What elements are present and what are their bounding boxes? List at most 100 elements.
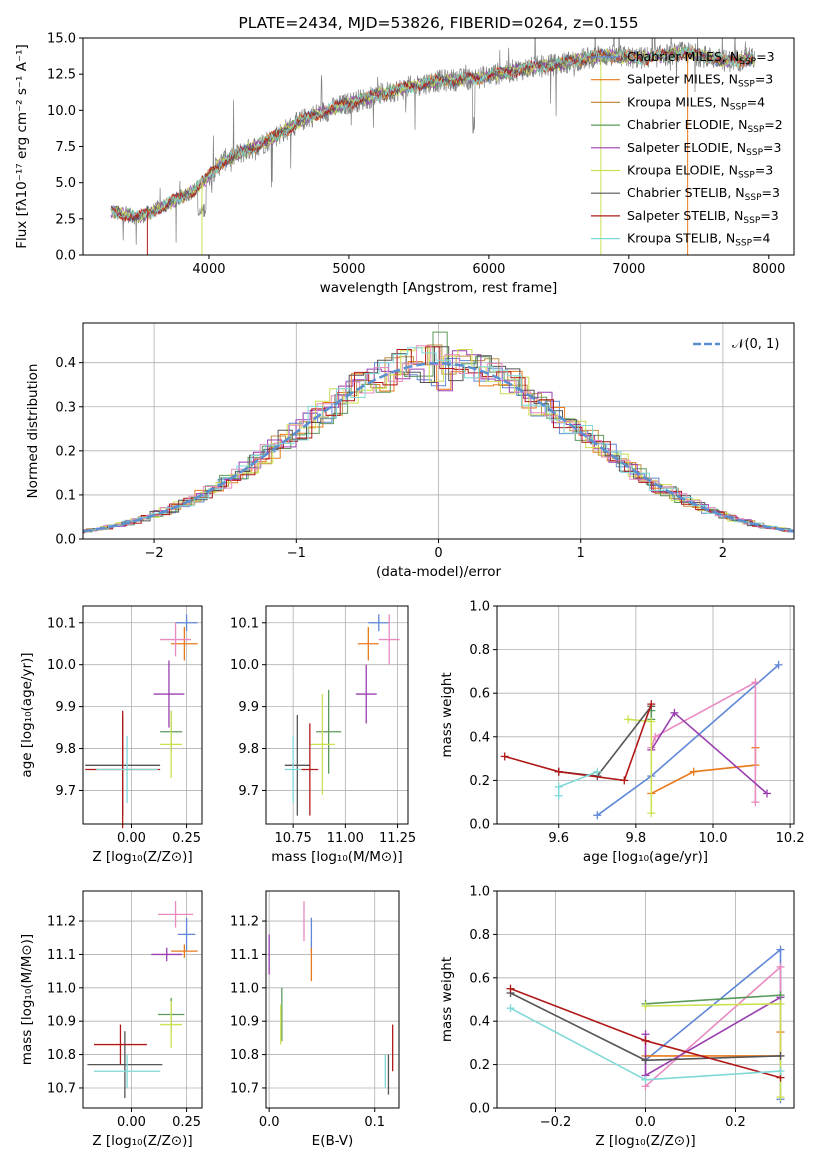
z_mass-frame (82, 890, 203, 1109)
y-tick-label: 10.0 (47, 104, 76, 119)
z_age-axes: 0.00 0.25 9.7 9.8 9.9 10.0 10.1 Z [log₁₀(Z/Z⊙)]… (19, 606, 202, 865)
y-axis-label: Flux [fλ10⁻¹⁷ erg cm⁻² s⁻¹ A⁻¹] (14, 44, 30, 249)
y-tick-label: 0.6 (469, 687, 490, 702)
y-tick-label: 0.1 (55, 488, 76, 503)
y-axis-label: Normed distribution (25, 364, 41, 499)
y-tick-label: 10.1 (230, 616, 259, 631)
z_weight-frame (496, 890, 795, 1109)
spectrum-lines (110, 38, 756, 255)
x-tick-label: 7000 (612, 262, 645, 277)
y-tick-label: 15.0 (47, 32, 76, 47)
x-tick-label: 9.6 (548, 831, 569, 846)
legend-entry: 𝒩(0, 1) (732, 337, 779, 352)
x-tick-label: 8000 (752, 262, 785, 277)
x-tick-label: 0.1 (364, 1115, 385, 1130)
x-axis-label: mass [log₁₀(M/M⊙)] (271, 849, 402, 865)
z_mass-points (87, 901, 198, 1098)
x-axis-label: Z [log₁₀(Z/Z⊙)] (92, 849, 192, 865)
y-tick-label: 1.0 (469, 600, 490, 615)
ebv_mass-points (268, 901, 394, 1095)
spectrum-frame (82, 37, 795, 256)
y-tick-label: 11.1 (230, 948, 259, 963)
y-tick-label: 10.1 (47, 616, 76, 631)
residuals-frame (82, 322, 795, 540)
weight-line (650, 680, 757, 803)
y-tick-label: 12.5 (47, 68, 76, 83)
legend-entry: Salpeter ELODIE, NSSP=3 (627, 140, 781, 158)
weight-line (628, 718, 653, 814)
y-tick-label: 11.0 (230, 981, 259, 996)
y-tick-label: 10.9 (47, 1015, 76, 1030)
x-tick-label: 0.00 (117, 831, 146, 846)
z_weight-series (506, 945, 785, 1104)
y-axis-label: age [log₁₀(age/yr)] (19, 652, 35, 777)
age_weight-axes: 9.6 9.8 10.0 10.2 0.0 0.2 0.4 0.6 0.8 1.0 age [log… (439, 600, 805, 866)
residuals-axes: −2 −1 0 1 2 0.0 0.1 0.2 0.3 0.4 (data-model)/error… (25, 323, 794, 580)
y-tick-label: 7.5 (55, 140, 76, 155)
weight-line (644, 947, 782, 1100)
y-axis-label: mass weight (439, 672, 455, 757)
weight-line (644, 965, 782, 1087)
y-tick-label: 9.7 (238, 784, 259, 799)
x-tick-label: 0.0 (635, 1115, 656, 1130)
z_age-frame (82, 605, 203, 825)
y-tick-label: 9.8 (238, 742, 259, 757)
x-axis-label: Z [log₁₀(Z/Z⊙)] (595, 1133, 695, 1149)
legend-entry: Chabrier ELODIE, NSSP=2 (627, 117, 783, 135)
x-tick-label: 4000 (192, 262, 225, 277)
legend-entry: Chabrier STELIB, NSSP=3 (627, 185, 780, 203)
residual-histograms (83, 331, 794, 534)
y-tick-label: 0.0 (55, 533, 76, 548)
x-axis-label: (data-model)/error (376, 564, 502, 580)
x-axis-label: wavelength [Angstrom, rest frame] (320, 280, 558, 296)
chart-title: PLATE=2434, MJD=53826, FIBERID=0264, z=0… (238, 14, 638, 32)
y-tick-label: 0.2 (469, 1058, 490, 1073)
x-tick-label: 2 (719, 546, 727, 561)
y-tick-label: 0.8 (469, 928, 490, 943)
z_mass-axes: 0.00 0.25 10.7 10.8 10.9 11.0 11.1 11.2 Z [log₁₀… (19, 891, 202, 1149)
weight-line (645, 994, 781, 1005)
x-tick-label: 10.2 (776, 831, 805, 846)
y-tick-label: 5.0 (55, 176, 76, 191)
mass_age-frame (265, 605, 409, 825)
x-axis-label: E(B-V) (312, 1133, 354, 1149)
residual-histogram-line (83, 345, 794, 533)
weight-line (504, 703, 653, 782)
x-tick-label: 0.0 (259, 1115, 280, 1130)
y-tick-label: 11.2 (47, 915, 76, 930)
residual-histogram-line (83, 347, 794, 533)
y-tick-label: 10.0 (47, 658, 76, 673)
x-tick-label: 0.2 (725, 1115, 746, 1130)
y-tick-label: 0.8 (469, 643, 490, 658)
age_weight-series (500, 660, 783, 820)
y-tick-label: 9.7 (55, 784, 76, 799)
y-tick-label: 9.9 (238, 700, 259, 715)
x-axis-label: age [log₁₀(age/yr)] (583, 849, 708, 865)
y-tick-label: 0.6 (469, 971, 490, 986)
legend-entry: Salpeter MILES, NSSP=3 (627, 72, 773, 90)
y-tick-label: 10.7 (47, 1081, 76, 1096)
x-tick-label: −2 (145, 546, 164, 561)
x-tick-label: 10.0 (699, 831, 728, 846)
x-tick-label: −1 (287, 546, 306, 561)
legend-entry: Kroupa MILES, NSSP=4 (627, 94, 765, 112)
y-tick-label: 0.0 (469, 1102, 490, 1117)
model-spectrum-line (110, 46, 755, 220)
y-tick-label: 0.4 (55, 356, 76, 371)
weight-line (645, 1002, 782, 1098)
legend-entry: Salpeter STELIB, NSSP=3 (627, 208, 779, 226)
y-axis-label: mass [log₁₀(M/M⊙)] (19, 934, 35, 1065)
z_weight-axes: −0.2 0.0 0.2 0.0 0.2 0.4 0.6 0.8 1.0 Z [log₁₀(Z/Z… (439, 885, 794, 1149)
residual-histogram-line (83, 346, 794, 533)
legend-entry: Chabrier MILES, NSSP=3 (627, 49, 775, 67)
x-axis-label: Z [log₁₀(Z/Z⊙)] (92, 1133, 192, 1149)
y-tick-label: 2.5 (55, 212, 76, 227)
y-tick-label: 1.0 (469, 885, 490, 900)
y-tick-label: 0.2 (55, 444, 76, 459)
y-tick-label: 10.7 (230, 1081, 259, 1096)
mass_age-points (284, 614, 400, 816)
y-tick-label: 0.4 (469, 1015, 490, 1030)
x-tick-label: 0.00 (117, 1115, 146, 1130)
x-tick-label: 10.75 (275, 831, 312, 846)
y-tick-label: 0.3 (55, 400, 76, 415)
